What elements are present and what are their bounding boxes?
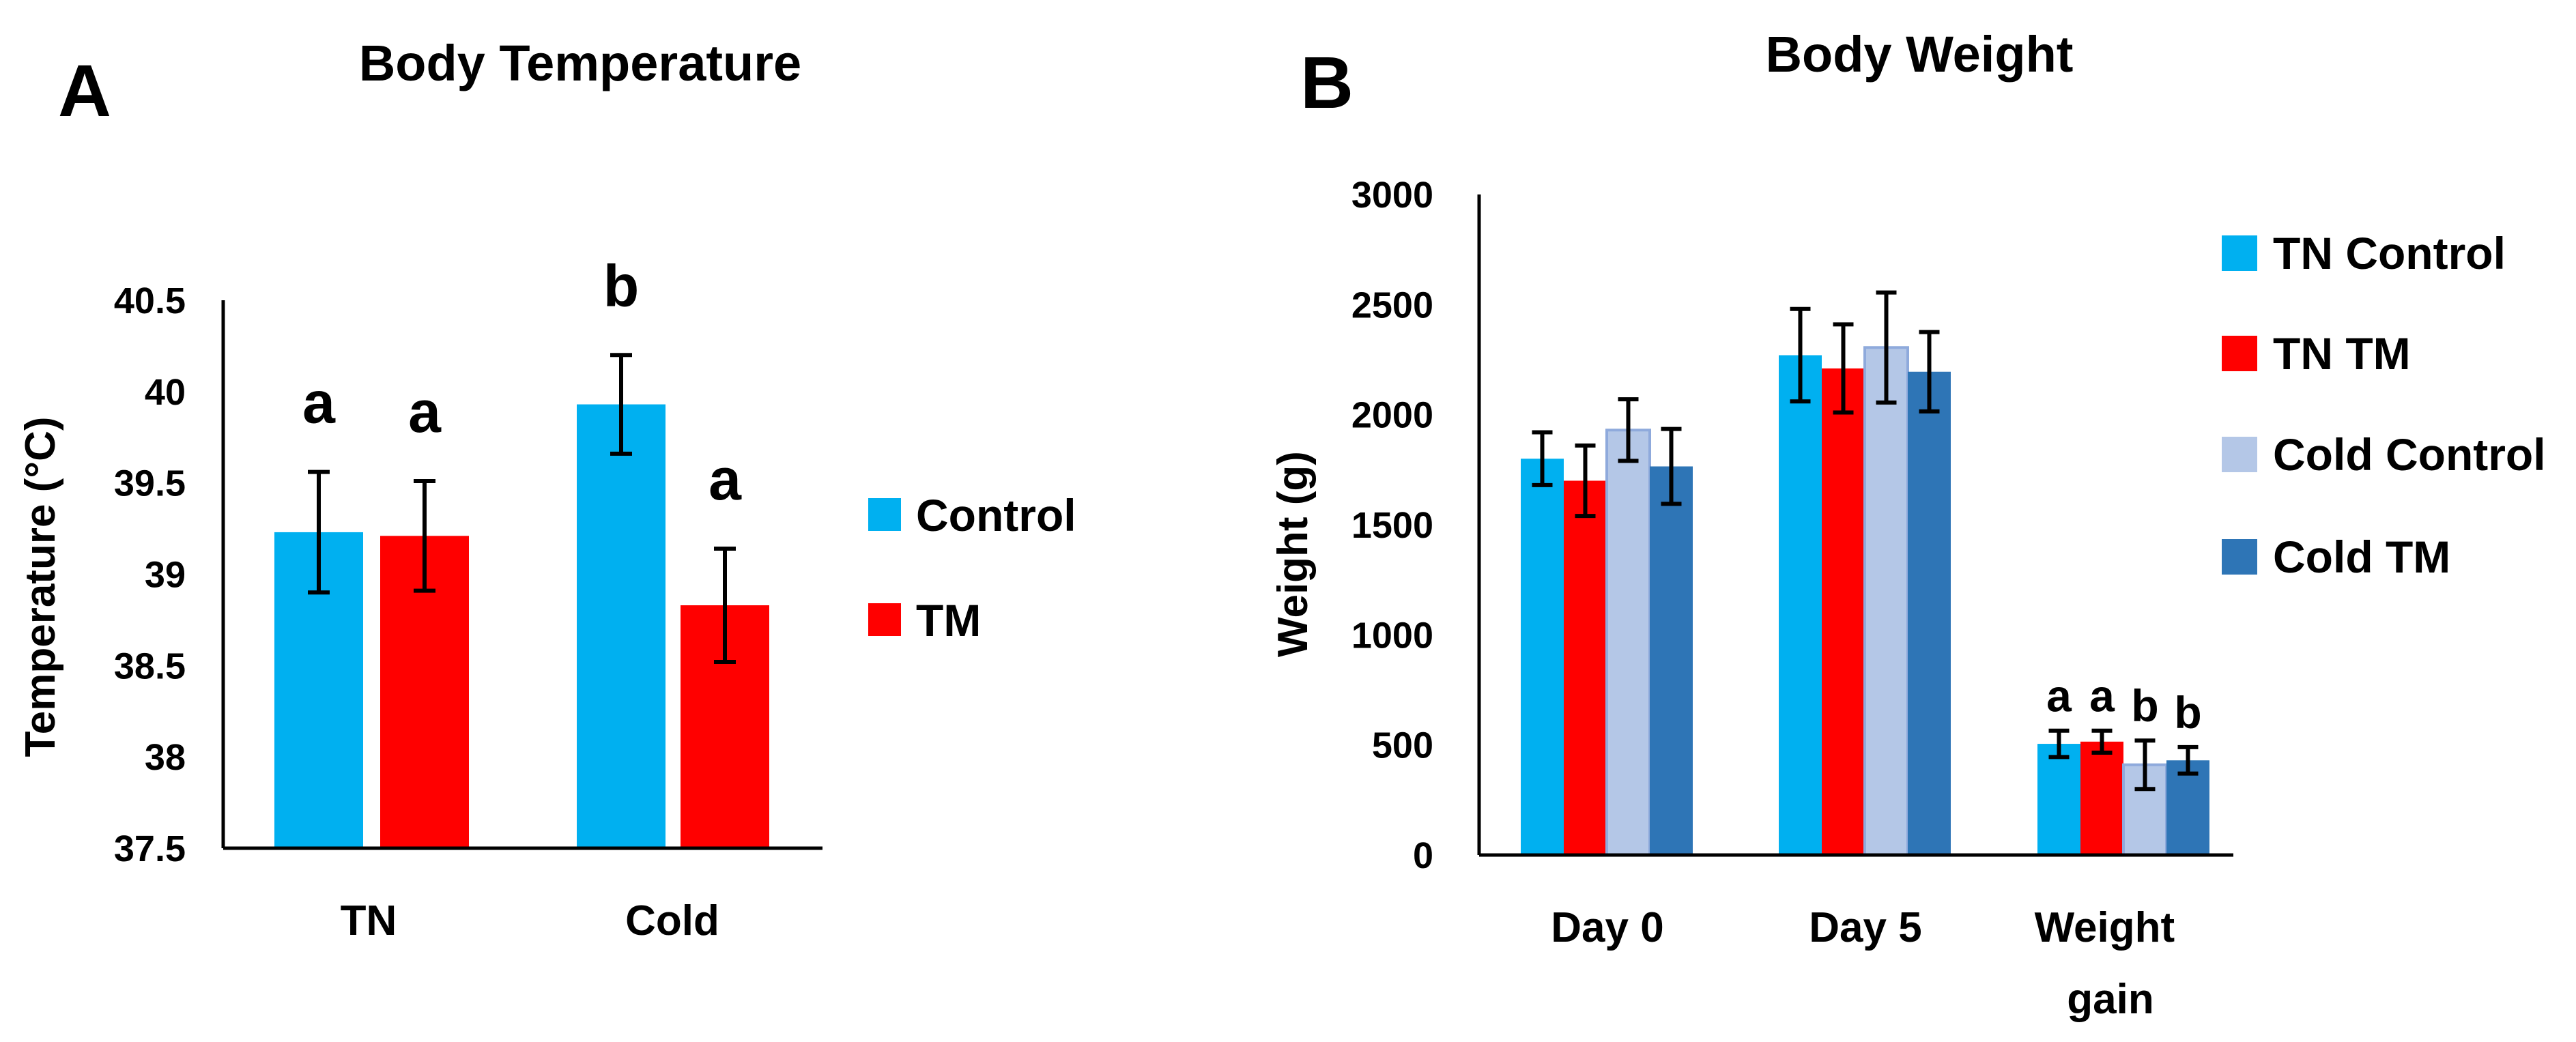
y-tick-label: 40.5 — [114, 280, 186, 321]
legend-label-tn-tm: TN TM — [2273, 328, 2411, 379]
y-tick-label: 1500 — [1351, 505, 1433, 546]
significance-letter: a — [709, 447, 742, 512]
bar-tn-tm-weight-gain — [2080, 741, 2123, 855]
panel-b-letter: B — [1300, 41, 1354, 124]
y-tick-label: 3000 — [1351, 175, 1433, 216]
bar-cold-tm-weight-gain — [2166, 760, 2209, 855]
legend-swatch-cold-tm — [2222, 539, 2257, 575]
significance-letter: a — [408, 379, 442, 445]
legend-label-cold-tm: Cold TM — [2273, 532, 2450, 582]
panel-a-bars: a b a a — [274, 253, 769, 848]
legend-swatch-tn-tm — [2222, 336, 2257, 371]
y-tick-label: 0 — [1413, 835, 1433, 876]
significance-letter: b — [2174, 687, 2201, 738]
legend-label-tn-control: TN Control — [2273, 228, 2506, 278]
y-tick-label: 500 — [1372, 725, 1433, 766]
y-tick-label: 38 — [145, 737, 186, 778]
bar-cold-control-day-5 — [1863, 346, 1909, 856]
legend-swatch-cold-control — [2222, 437, 2257, 472]
y-tick-label: 38.5 — [114, 646, 186, 686]
significance-letter: b — [603, 253, 640, 319]
y-tick-label: 40 — [145, 372, 186, 413]
panel-b-y-axis-label: Weight (g) — [1270, 451, 1317, 657]
legend-swatch-tn-control — [2222, 235, 2257, 271]
legend-label-tm: TM — [916, 595, 981, 646]
panel-a-temperature-chart: A Body Temperature Temperature (°C) 37.5… — [17, 35, 1076, 944]
panel-b-y-ticks: 0 500 1000 1500 2000 2500 3000 — [1351, 175, 1433, 876]
legend-swatch-tm — [868, 603, 901, 636]
significance-letter: a — [2089, 671, 2115, 721]
bar-cold-tm-day-0 — [1650, 466, 1693, 855]
bar-tn-tm-day-0 — [1564, 480, 1607, 855]
legend-label-control: Control — [916, 490, 1076, 540]
panel-a-category-cold: Cold — [625, 897, 719, 944]
weight-gain-line-1: Weight — [2035, 904, 2175, 951]
panel-a-y-ticks: 37.5 38 38.5 39 39.5 40 40.5 — [114, 280, 186, 869]
legend-label-cold-control: Cold Control — [2273, 429, 2546, 480]
panel-a-y-axis-label: Temperature (°C) — [17, 416, 64, 757]
panel-b-category-day5: Day 5 — [1809, 904, 1921, 951]
bar-cold-control-day-0 — [1605, 429, 1651, 856]
y-tick-label: 1000 — [1351, 615, 1433, 656]
bar-tn-control-day-0 — [1521, 459, 1564, 855]
significance-letter: a — [2046, 671, 2072, 721]
significance-letter: a — [302, 371, 336, 436]
panel-b-weight-chart: B Body Weight Weight (g) 0 500 1000 1500 200… — [1270, 26, 2546, 1023]
y-tick-label: 2500 — [1351, 285, 1433, 325]
panel-a-letter: A — [58, 49, 111, 132]
weight-gain-line-2: gain — [2067, 976, 2153, 1023]
panel-a-legend: Control TM — [868, 490, 1076, 646]
bar-tn-control-weight-gain — [2037, 744, 2080, 855]
panel-a-title: Body Temperature — [359, 35, 801, 91]
panel-b-category-weight-gain: Weight gain — [2035, 904, 2187, 1023]
bar-tn-control-day-5 — [1779, 355, 1822, 855]
panel-a-category-tn: TN — [341, 897, 397, 944]
y-tick-label: 39 — [145, 555, 186, 596]
panel-b-legend: TN Control TN TM Cold Control Cold TM — [2222, 228, 2546, 582]
significance-letter: b — [2131, 680, 2158, 731]
y-tick-label: 39.5 — [114, 463, 186, 504]
bar-control-cold — [577, 404, 666, 848]
y-tick-label: 2000 — [1351, 395, 1433, 436]
y-tick-label: 37.5 — [114, 828, 186, 869]
legend-swatch-control — [868, 498, 901, 531]
panel-b-title: Body Weight — [1766, 26, 2074, 83]
bar-tn-tm-day-5 — [1822, 368, 1865, 855]
bar-cold-tm-day-5 — [1908, 371, 1951, 855]
panel-b-category-day0: Day 0 — [1551, 904, 1663, 951]
